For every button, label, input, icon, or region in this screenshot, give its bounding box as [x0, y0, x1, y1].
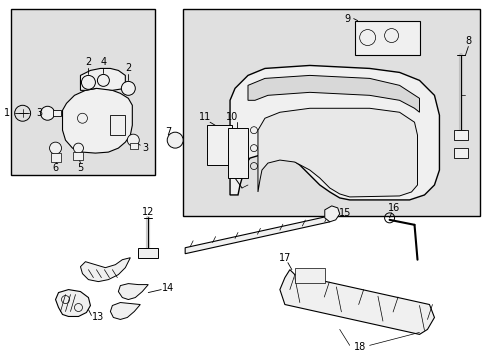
- Bar: [50, 153, 61, 162]
- Polygon shape: [324, 206, 339, 222]
- Text: 9: 9: [344, 14, 350, 24]
- Circle shape: [73, 143, 83, 153]
- Bar: [130, 143, 138, 149]
- Polygon shape: [81, 68, 125, 90]
- Text: 1: 1: [3, 108, 10, 118]
- Bar: [227, 128, 247, 178]
- Text: 2: 2: [85, 58, 91, 67]
- Bar: [354, 21, 419, 55]
- Polygon shape: [247, 75, 419, 112]
- Text: 14: 14: [162, 283, 174, 293]
- Bar: [110, 115, 125, 135]
- Bar: [207, 125, 232, 165]
- Bar: [11, 9, 155, 175]
- Circle shape: [127, 134, 139, 146]
- Polygon shape: [56, 289, 90, 316]
- Text: 17: 17: [278, 253, 290, 263]
- Circle shape: [121, 81, 135, 95]
- Polygon shape: [81, 258, 130, 282]
- Bar: [52, 110, 61, 116]
- Text: 10: 10: [225, 112, 238, 122]
- Text: 3: 3: [37, 108, 42, 118]
- Polygon shape: [279, 270, 433, 334]
- Circle shape: [167, 132, 183, 148]
- Polygon shape: [258, 108, 417, 197]
- Text: 11: 11: [199, 112, 211, 122]
- Bar: [138, 248, 158, 258]
- Text: 8: 8: [465, 36, 470, 46]
- Text: 2: 2: [125, 63, 131, 73]
- Bar: [453, 148, 468, 158]
- Bar: [294, 268, 324, 283]
- Text: 18: 18: [353, 342, 365, 352]
- Text: 6: 6: [52, 163, 59, 173]
- Text: 13: 13: [92, 312, 104, 323]
- Polygon shape: [229, 66, 439, 200]
- Polygon shape: [185, 216, 329, 254]
- Circle shape: [97, 75, 109, 86]
- Polygon shape: [110, 302, 140, 319]
- Text: 7: 7: [165, 127, 171, 137]
- Bar: [453, 130, 468, 140]
- Text: 5: 5: [77, 163, 83, 173]
- Circle shape: [41, 106, 55, 120]
- Bar: [183, 9, 479, 216]
- Polygon shape: [118, 284, 148, 300]
- Text: 3: 3: [142, 143, 148, 153]
- Text: 16: 16: [387, 203, 400, 213]
- Text: 15: 15: [338, 208, 350, 218]
- Polygon shape: [62, 88, 132, 153]
- Circle shape: [81, 75, 95, 89]
- Circle shape: [49, 142, 61, 154]
- Text: 4: 4: [100, 58, 106, 67]
- Bar: [73, 152, 83, 160]
- Text: 12: 12: [142, 207, 154, 217]
